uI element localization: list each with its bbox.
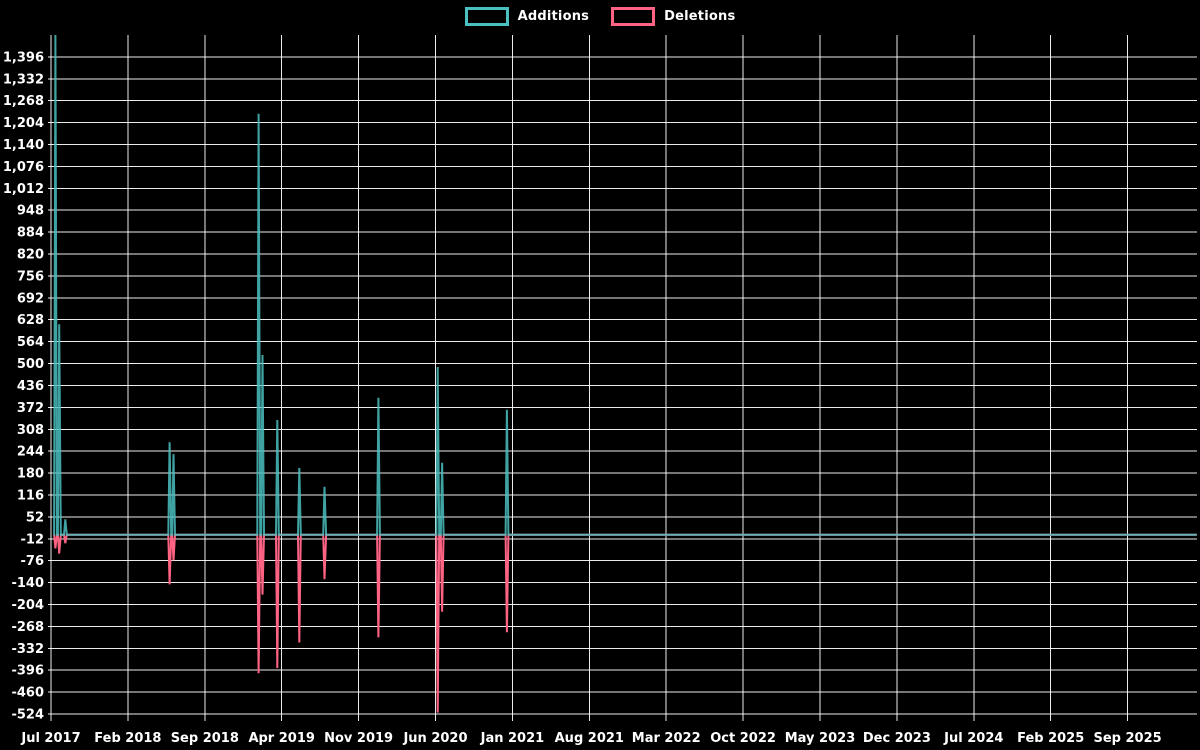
x-tick-label: Oct 2022 <box>710 731 776 746</box>
legend-item-deletions[interactable]: Deletions <box>611 7 735 26</box>
y-tick-label: 692 <box>17 291 44 306</box>
y-tick-label: -268 <box>11 620 44 635</box>
additions-swatch-icon <box>464 7 509 26</box>
y-tick-label: 884 <box>17 226 44 241</box>
x-tick-label: Apr 2019 <box>248 731 315 746</box>
y-tick-label: 52 <box>26 510 44 525</box>
y-tick-label: 628 <box>17 313 44 328</box>
y-tick-label: 1,140 <box>3 138 44 153</box>
y-tick-label: 500 <box>17 357 44 372</box>
y-tick-label: 948 <box>17 204 44 219</box>
y-tick-label: 1,268 <box>3 94 44 109</box>
x-tick-label: Mar 2022 <box>632 731 701 746</box>
x-tick-label: Sep 2018 <box>171 731 239 746</box>
y-tick-labels: 1,396 1,332 1,268 1,204 1,140 1,076 1,012 948 88… <box>3 50 44 722</box>
y-tick-label: 1,396 <box>3 50 44 65</box>
additions-line <box>53 34 1197 536</box>
y-tick-label: -140 <box>11 576 44 591</box>
legend-item-additions[interactable]: Additions <box>464 7 590 26</box>
y-tick-label: 564 <box>17 335 44 350</box>
y-tick-label: -12 <box>21 532 45 547</box>
chart-legend: Additions Deletions <box>0 7 1200 26</box>
y-tick-label: -524 <box>11 708 44 723</box>
y-tick-label: 244 <box>17 445 44 460</box>
x-tick-label: Nov 2019 <box>324 731 393 746</box>
x-tick-labels: Jul 2017 Feb 2018 Sep 2018 Apr 2019 Nov 2019… <box>20 731 1161 746</box>
legend-label-additions: Additions <box>517 9 590 24</box>
y-tick-label: 180 <box>17 467 44 482</box>
y-tick-label: -460 <box>11 686 44 701</box>
y-tick-label: 308 <box>17 423 44 438</box>
deletions-line <box>53 533 1197 713</box>
x-gridlines <box>50 35 1129 721</box>
y-tick-label: 1,012 <box>3 182 44 197</box>
deletions-swatch-icon <box>611 7 656 26</box>
y-gridlines <box>48 56 1197 715</box>
x-tick-label: Aug 2021 <box>555 731 624 746</box>
y-tick-label: 1,204 <box>3 116 44 131</box>
x-tick-label: Dec 2023 <box>863 731 931 746</box>
x-tick-label: Sep 2025 <box>1093 731 1161 746</box>
legend-label-deletions: Deletions <box>664 9 736 24</box>
x-tick-label: Jul 2024 <box>943 731 1003 746</box>
y-tick-label: 436 <box>17 379 44 394</box>
x-tick-label: Feb 2018 <box>94 731 161 746</box>
x-tick-label: Jul 2017 <box>20 731 80 746</box>
y-tick-label: 1,076 <box>3 160 44 175</box>
y-tick-label: -396 <box>11 664 44 679</box>
x-tick-label: Jun 2020 <box>402 731 467 746</box>
y-tick-label: 756 <box>17 269 44 284</box>
y-tick-label: -332 <box>11 642 44 657</box>
x-tick-label: Jan 2021 <box>480 731 545 746</box>
y-tick-label: 116 <box>17 488 44 503</box>
y-tick-label: 1,332 <box>3 72 44 87</box>
y-tick-label: -204 <box>11 598 44 613</box>
x-tick-label: Feb 2025 <box>1017 731 1084 746</box>
y-tick-label: 820 <box>17 248 44 263</box>
y-tick-label: 372 <box>17 401 44 416</box>
x-tick-label: May 2023 <box>785 731 856 746</box>
y-tick-label: -76 <box>21 554 45 569</box>
